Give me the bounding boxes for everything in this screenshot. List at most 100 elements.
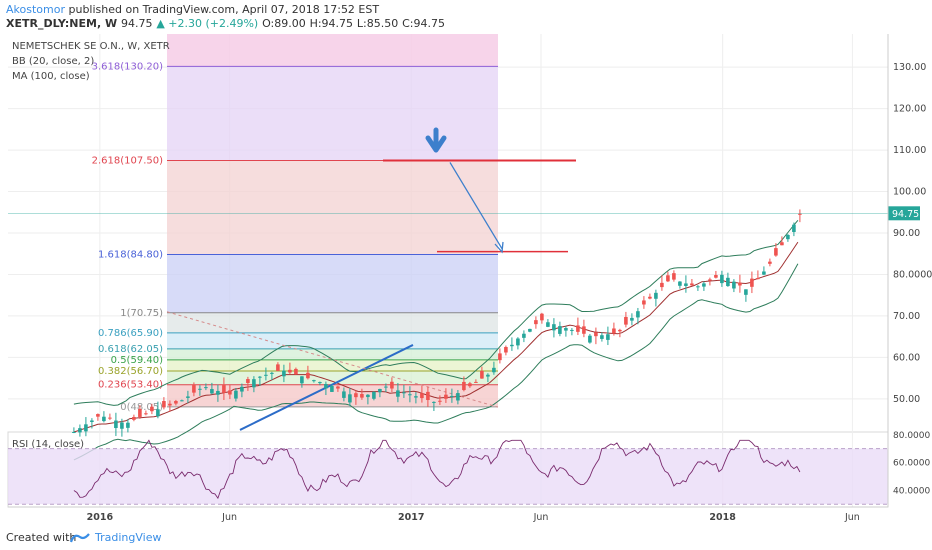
candle-body bbox=[78, 428, 82, 433]
candle-body bbox=[390, 381, 394, 389]
candle-body bbox=[258, 376, 262, 378]
candle-body bbox=[624, 316, 628, 325]
y-tick-label: 50.00 bbox=[893, 394, 920, 405]
legend-rsi: RSI (14, close) bbox=[12, 439, 84, 450]
fib-zone bbox=[167, 359, 498, 372]
candle-body bbox=[270, 372, 274, 374]
candle-body bbox=[456, 393, 460, 401]
candle-body bbox=[222, 385, 226, 393]
candle-body bbox=[720, 274, 724, 284]
symbol-line: XETR_DLY:NEM, W 94.75 ▲ +2.30 (+2.49%) O… bbox=[6, 17, 445, 30]
candle-body bbox=[546, 322, 550, 327]
candle-body bbox=[654, 292, 658, 299]
candle-body bbox=[330, 385, 334, 392]
low-value: L:85.50 bbox=[356, 17, 399, 30]
projection-arrow-line bbox=[449, 162, 503, 249]
candle-body bbox=[762, 271, 766, 275]
candle-body bbox=[516, 338, 520, 346]
candle-body bbox=[306, 372, 310, 379]
candle-body bbox=[744, 289, 748, 295]
published-text: published on TradingView.com, April 07, … bbox=[68, 3, 380, 16]
candle-body bbox=[684, 283, 688, 286]
candle-body bbox=[120, 422, 124, 429]
candle-body bbox=[558, 326, 562, 334]
candle-body bbox=[564, 328, 568, 331]
candle-body bbox=[162, 401, 166, 408]
projection-arrowhead-icon bbox=[494, 241, 504, 254]
candle-body bbox=[690, 283, 694, 286]
high-value: H:94.75 bbox=[309, 17, 354, 30]
y-tick-label: 90.00 bbox=[893, 228, 920, 239]
candle-body bbox=[792, 224, 796, 232]
candle-body bbox=[102, 416, 106, 422]
x-tick-label: 2017 bbox=[398, 512, 424, 523]
candle-body bbox=[396, 390, 400, 397]
x-tick-label: Jun bbox=[533, 512, 549, 523]
candle-body bbox=[288, 369, 292, 373]
candle-body bbox=[708, 279, 712, 281]
candle-body bbox=[492, 367, 496, 373]
y-tick-label: 100.00 bbox=[893, 187, 926, 198]
candle-body bbox=[348, 394, 352, 403]
candle-body bbox=[246, 379, 250, 383]
candle-body bbox=[552, 324, 556, 331]
candle-body bbox=[534, 320, 538, 325]
fib-zone bbox=[167, 66, 498, 161]
candle-body bbox=[378, 388, 382, 393]
candle-body bbox=[414, 396, 418, 398]
candle-body bbox=[168, 403, 172, 406]
price-chart: 0(48.05) 0.236(53.40) 0.382(56.70)0.5(59.4… bbox=[7, 34, 932, 523]
fib-zone bbox=[167, 348, 498, 360]
candle-body bbox=[462, 381, 466, 391]
candle-body bbox=[132, 416, 136, 420]
candle-body bbox=[276, 364, 280, 371]
y-tick-label: 110.00 bbox=[893, 145, 926, 156]
legend-title: NEMETSCHEK SE O.N., W, XETR bbox=[12, 41, 170, 52]
fib-zone bbox=[167, 312, 498, 333]
rsi-band-fill bbox=[8, 448, 888, 505]
candle-body bbox=[438, 400, 442, 402]
candle-body bbox=[240, 386, 244, 392]
candle-body bbox=[420, 393, 424, 399]
candle-body bbox=[72, 432, 76, 433]
y-tick-label: 130.00 bbox=[893, 62, 926, 73]
candle-body bbox=[366, 394, 370, 398]
candle-body bbox=[582, 326, 586, 334]
candle-body bbox=[642, 300, 646, 305]
rsi-line bbox=[73, 439, 801, 500]
y-tick-label: 60.00 bbox=[893, 352, 920, 363]
candle-body bbox=[216, 390, 220, 395]
candle-body bbox=[618, 329, 622, 332]
candle-body bbox=[294, 368, 298, 375]
y-tick-label: 120.00 bbox=[893, 104, 926, 115]
bb-upper-line bbox=[73, 219, 799, 406]
candle-body bbox=[192, 385, 196, 393]
candle-body bbox=[672, 273, 676, 280]
candle-body bbox=[114, 420, 118, 429]
candle-body bbox=[150, 406, 154, 412]
candle-body bbox=[228, 390, 232, 395]
fib-level-label: 3.618(130.20) bbox=[92, 61, 164, 72]
author-link[interactable]: Akostomor bbox=[6, 3, 65, 16]
candle-body bbox=[696, 286, 700, 288]
candle-body bbox=[84, 424, 88, 432]
candle-body bbox=[156, 409, 160, 417]
candle-body bbox=[180, 400, 184, 402]
candle-body bbox=[588, 335, 592, 343]
tradingview-brand-link[interactable]: TradingView bbox=[95, 531, 162, 544]
candle-body bbox=[738, 282, 742, 286]
candle-body bbox=[210, 389, 214, 394]
candle-body bbox=[726, 277, 730, 287]
candle-body bbox=[252, 379, 256, 388]
fib-level-label: 0.5(59.40) bbox=[111, 355, 163, 366]
fib-zone bbox=[167, 384, 498, 407]
candle-body bbox=[234, 390, 238, 399]
rsi-y-tick-label: 80.0000 bbox=[893, 431, 930, 441]
candle-body bbox=[504, 347, 508, 353]
candle-body bbox=[612, 328, 616, 334]
price-change: ▲ +2.30 (+2.49%) bbox=[156, 17, 259, 30]
candle-body bbox=[144, 413, 148, 415]
candle-body bbox=[444, 394, 448, 399]
created-with-text: Created with bbox=[6, 531, 77, 544]
